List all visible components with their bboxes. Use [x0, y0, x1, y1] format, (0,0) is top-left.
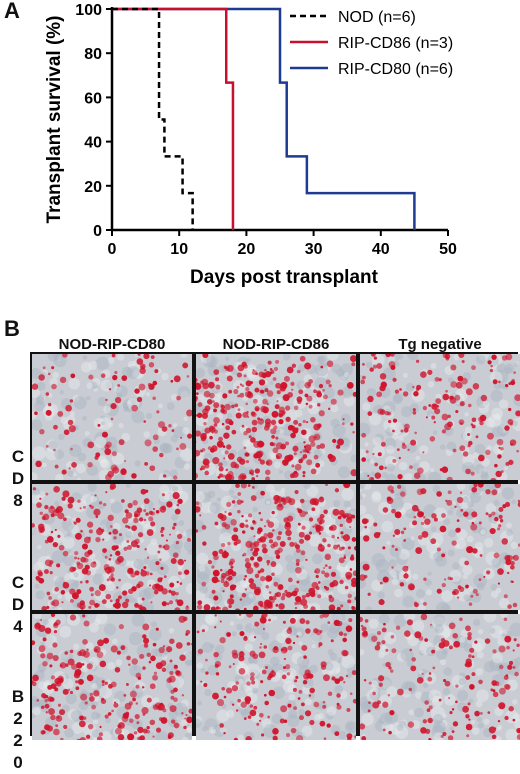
micrograph-tile [32, 484, 192, 610]
micrograph-tile [32, 614, 192, 740]
x-tick-label: 20 [238, 241, 256, 258]
micrograph-image [32, 354, 192, 480]
row-label-char: 8 [6, 490, 30, 512]
row-label-char: D [6, 468, 30, 490]
x-tick-label: 10 [170, 241, 188, 258]
series-line-rip-cd86 [112, 9, 233, 230]
row-label-b220: B 2 2 0 [6, 686, 30, 774]
legend-entry: RIP-CD80 (n=6) [338, 61, 453, 78]
row-label-char: 2 [6, 730, 30, 752]
x-tick-label: 30 [305, 241, 323, 258]
micrograph-image [360, 484, 520, 610]
y-tick-label: 20 [84, 179, 102, 196]
row-label-char: C [6, 572, 30, 594]
x-tick-label: 40 [372, 241, 390, 258]
micrograph-tile [196, 354, 356, 480]
row-label-cd4: C D 4 [6, 572, 30, 638]
row-label-char: D [6, 594, 30, 616]
x-axis-label: Days post transplant [190, 267, 379, 288]
micrograph-tile [360, 354, 520, 480]
row-label-cd8: C D 8 [6, 446, 30, 512]
row-label-char: 4 [6, 616, 30, 638]
legend-entry: NOD (n=6) [338, 9, 416, 26]
micrograph-image [196, 614, 356, 740]
micrograph-image [32, 614, 192, 740]
row-label-char: C [6, 446, 30, 468]
y-tick-label: 40 [84, 135, 102, 152]
column-header-cd80: NOD-RIP-CD80 [32, 336, 192, 353]
y-tick-label: 0 [93, 223, 102, 240]
micrograph-tile [360, 484, 520, 610]
column-header-cd86: NOD-RIP-CD86 [196, 336, 356, 353]
series-line-nod [112, 9, 193, 230]
x-tick-label: 50 [439, 241, 457, 258]
row-label-char: 0 [6, 752, 30, 774]
x-tick-label: 0 [108, 241, 117, 258]
micrograph-tile [360, 614, 520, 740]
micrograph-tile [196, 484, 356, 610]
row-label-char: B [6, 686, 30, 708]
survival-chart: 0 20 40 60 80 100 0 10 20 30 40 50 Days post transpl… [0, 0, 520, 300]
micrograph-image [196, 484, 356, 610]
micrograph-image [196, 354, 356, 480]
y-axis-label: Transplant survival (%) [44, 15, 65, 223]
micrograph-image [360, 354, 520, 480]
column-header-tg-negative: Tg negative [360, 336, 520, 353]
micrograph-image [32, 484, 192, 610]
y-tick-label: 60 [84, 90, 102, 107]
histology-grid: NOD-RIP-CD80 NOD-RIP-CD86 Tg negative C … [0, 336, 520, 738]
y-tick-label: 80 [84, 46, 102, 63]
micrograph-tile [32, 354, 192, 480]
row-label-char: 2 [6, 708, 30, 730]
micrograph-tile [196, 614, 356, 740]
micrograph-tiles [30, 352, 518, 736]
legend-entry: RIP-CD86 (n=3) [338, 35, 453, 52]
y-tick-label: 100 [75, 2, 102, 19]
micrograph-image [360, 614, 520, 740]
